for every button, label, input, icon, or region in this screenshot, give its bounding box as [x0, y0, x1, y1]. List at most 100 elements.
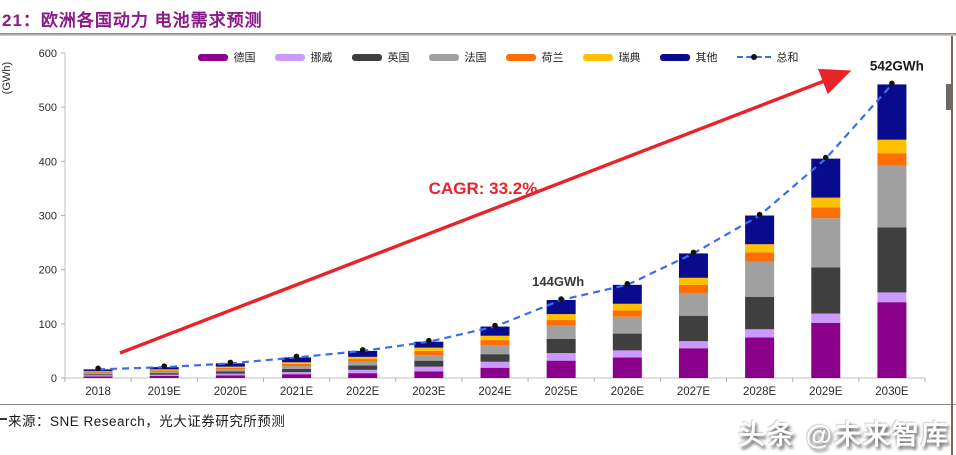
bar-segment-sweden [546, 314, 576, 321]
legend-label-norway: 挪威 [310, 52, 333, 64]
legend-swatch-uk [351, 53, 382, 61]
bar-segment-uk [612, 333, 642, 351]
bar-segment-netherlands [678, 284, 708, 293]
x-tick-label: 2029E [809, 386, 843, 398]
axes: 0 100 200 300 400 500 600 2018 2019E 2020E 2021E 20… [39, 48, 926, 398]
bar-segment-sweden [745, 244, 775, 253]
bar-segment-norway [149, 374, 179, 376]
total-line-marker [624, 281, 631, 287]
legend-swatch-france [428, 53, 459, 61]
bar-segment-norway [282, 372, 312, 375]
x-tick-label: 2030E [875, 386, 909, 398]
y-tick-label: 200 [39, 265, 57, 277]
bar-segment-netherlands [612, 310, 642, 317]
total-line-marker [822, 154, 829, 161]
legend-item-others: 其他 [659, 49, 718, 65]
bar-segment-germany [745, 337, 775, 378]
x-tick-label: 2025E [545, 386, 579, 398]
total-line-marker [227, 359, 234, 366]
bar-segment-others [612, 284, 642, 304]
legend-total-dot [750, 54, 757, 60]
bar-segment-netherlands [877, 153, 907, 166]
legend-swatch-netherlands [505, 53, 536, 61]
watermark-text: 头条 @未来智库 [738, 420, 950, 450]
bar-segment-uk [414, 360, 444, 367]
cagr-arrow [119, 68, 852, 355]
bar-segment-others [546, 300, 576, 315]
bar-segment-germany [480, 367, 510, 378]
bar-segment-france [414, 355, 444, 361]
bar-segment-sweden [83, 370, 113, 372]
x-tick-label: 2026E [611, 386, 645, 398]
total-line-marker [690, 249, 697, 256]
bar-segment-germany [546, 360, 576, 378]
y-tick-label: 500 [39, 102, 57, 114]
bar-segment-netherlands [811, 207, 841, 219]
annotation-542gwh: 542GWh [870, 58, 924, 73]
legend-label-netherlands: 荷兰 [541, 52, 564, 64]
legend-item-germany: 德国 [197, 49, 256, 65]
bar-segment-uk [83, 374, 113, 376]
bar-segment-uk [282, 368, 312, 373]
source-prefix-fragment [0, 418, 7, 420]
legend-label-total: 总和 [776, 52, 799, 64]
legend-swatch-sweden [582, 53, 613, 61]
bar-segment-sweden [215, 366, 245, 368]
annotation-144gwh: 144GWh [532, 274, 584, 289]
bar-segment-others [877, 84, 907, 140]
bar-segment-sweden [149, 369, 179, 371]
total-line-marker [756, 211, 763, 218]
bar-segment-others [811, 158, 841, 198]
legend-item-norway: 挪威 [274, 49, 333, 65]
bar-segment-norway [877, 292, 907, 303]
bar-segment-netherlands [546, 320, 576, 326]
y-tick-label: 600 [39, 48, 57, 60]
bar-segment-germany [282, 374, 312, 378]
x-tick-label: 2028E [743, 386, 777, 398]
bar-segment-france [877, 165, 907, 228]
source-text: 来源：SNE Research，光大证券研究所预测 [8, 414, 286, 429]
bar-segment-germany [414, 371, 444, 378]
bar-segment-netherlands [414, 350, 444, 356]
scrollbar-thumb[interactable] [946, 84, 951, 110]
bar-segment-germany [348, 373, 378, 378]
bar-segment-norway [83, 375, 113, 377]
bar-segment-norway [546, 353, 576, 361]
bar-segment-germany [149, 375, 179, 378]
bar-segment-sweden [480, 335, 510, 341]
bar-segment-france [546, 325, 576, 339]
total-line-marker [492, 322, 498, 329]
bar-segment-others [745, 215, 775, 245]
legend-label-germany: 德国 [233, 52, 256, 64]
bar-segment-norway [612, 350, 642, 358]
bar-segment-norway [348, 369, 378, 374]
stacked-bars [83, 84, 907, 378]
bar-segment-netherlands [83, 371, 113, 373]
x-tick-label: 2023E [412, 386, 446, 398]
x-tick-label: 2022E [346, 386, 380, 398]
bar-segment-uk [811, 267, 841, 314]
bar-segment-uk [480, 354, 510, 362]
bar-segment-uk [877, 227, 907, 293]
legend-item-netherlands: 荷兰 [505, 49, 564, 65]
bar-segment-sweden [282, 362, 312, 364]
x-tick-label: 2019E [148, 386, 182, 398]
title-separator [0, 33, 956, 36]
legend-swatch-germany [197, 53, 228, 61]
x-tick-label: 2024E [478, 386, 512, 398]
bar-segment-norway [811, 313, 841, 323]
bar-segment-sweden [612, 303, 642, 311]
bar-segment-others [414, 341, 444, 348]
legend-label-uk: 英国 [387, 52, 410, 64]
legend-label-france: 法国 [464, 52, 487, 64]
bar-segment-norway [414, 366, 444, 372]
legend-item-france: 法国 [428, 49, 487, 65]
bar-segment-norway [678, 341, 708, 349]
total-line-marker [889, 80, 895, 87]
annotation-cagr: CAGR: 33.2% [429, 179, 538, 198]
legend-swatch-norway [274, 53, 305, 61]
bar-segment-netherlands [215, 367, 245, 370]
legend-total-line-swatch [736, 54, 771, 60]
bar-segment-germany [811, 322, 841, 378]
